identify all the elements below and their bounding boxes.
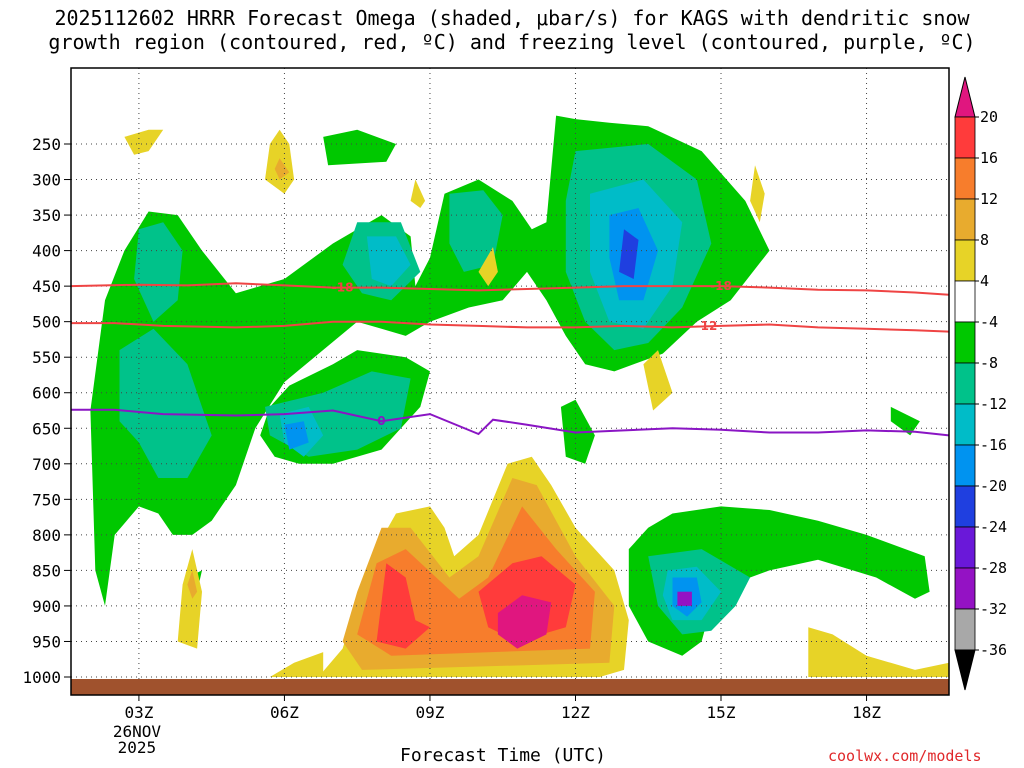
x-tick-label-12Z: 12Z [561, 703, 590, 722]
colorbar-top-triangle [954, 76, 976, 118]
omega-region-9 [449, 190, 503, 272]
colorbar-swatch-2 [954, 198, 976, 241]
colorbar-label-7: -12 [980, 395, 1007, 413]
y-tick-label-350: 350 [32, 206, 61, 225]
colorbar-label-11: -28 [980, 559, 1007, 577]
y-tick-label-450: 450 [32, 277, 61, 296]
x-tick-label-09Z: 09Z [416, 703, 445, 722]
title-line-2: growth region (contoured, red, ºC) and f… [48, 30, 976, 54]
x-tick-label-18Z: 18Z [852, 703, 881, 722]
colorbar: 20 16 12 8 4 -4 -8 -12 -16 -20 -24 -28 -32 -36 [954, 76, 1007, 691]
colorbar-label-3: 8 [980, 231, 989, 249]
colorbar-label-12: -32 [980, 600, 1007, 618]
contour-lines: -18 -18 -12 0 [71, 279, 949, 437]
omega-region-28 [410, 179, 426, 208]
omega-region-25 [177, 549, 202, 649]
contour-dgz-1 [71, 320, 949, 333]
y-tick-label-700: 700 [32, 455, 61, 474]
y-tick-label-250: 250 [32, 135, 61, 154]
omega-region-35 [187, 570, 198, 599]
omega-region-29 [478, 247, 498, 287]
y-tick-label-400: 400 [32, 242, 61, 261]
y-tick-label-550: 550 [32, 348, 61, 367]
omega-region-11 [119, 328, 212, 478]
omega-region-30 [643, 350, 673, 411]
chart-title: 2025112602 HRRR Forecast Omega (shaded, … [0, 6, 1024, 54]
contour-label-1-0: -12 [696, 319, 718, 333]
omega-region-37 [376, 563, 430, 649]
x-tick-label-06Z: 06Z [270, 703, 299, 722]
contour-freezing-2 [71, 408, 949, 437]
colorbar-label-9: -20 [980, 477, 1007, 495]
omega-region-14 [366, 236, 411, 287]
plot-frame [70, 67, 950, 696]
y-tick-label-600: 600 [32, 384, 61, 403]
colorbar-swatch-6 [954, 362, 976, 405]
omega-region-7 [134, 222, 183, 322]
omega-shading [90, 115, 949, 677]
colorbar-swatch-0 [954, 116, 976, 159]
colorbar-swatch-9 [954, 485, 976, 528]
y-tick-label-950: 950 [32, 632, 61, 651]
omega-region-22 [677, 591, 692, 606]
omega-region-31 [750, 165, 765, 223]
omega-region-39 [497, 595, 552, 649]
contour-label-2-0: 0 [377, 414, 385, 428]
colorbar-swatch-10 [954, 526, 976, 569]
colorbar-swatch-7 [954, 403, 976, 446]
omega-region-34 [274, 158, 290, 180]
omega-region-21 [619, 229, 639, 279]
colorbar-swatch-4 [954, 280, 976, 323]
credit-link[interactable]: coolwx.com/models [828, 747, 982, 765]
colorbar-bottom-triangle [954, 649, 976, 691]
contour-label-0-0: -18 [332, 281, 354, 295]
x-tick-label-15Z: 15Z [707, 703, 736, 722]
y-tick-label-300: 300 [32, 171, 61, 190]
y-tick-label-500: 500 [32, 313, 61, 332]
x-axis-label: Forecast Time (UTC) [400, 745, 606, 766]
y-tick-label-850: 850 [32, 561, 61, 580]
y-axis: 250 300 350 400 450 500 550 600 650 700 750 800 850 9… [22, 135, 71, 687]
colorbar-label-8: -16 [980, 436, 1007, 454]
colorbar-swatch-11 [954, 567, 976, 610]
colorbar-label-1: 16 [980, 149, 998, 167]
colorbar-swatch-5 [954, 321, 976, 364]
omega-region-19 [284, 421, 309, 450]
contour-dgz-0 [71, 282, 949, 296]
x-tick-sublabel-1: 2025 [118, 738, 157, 757]
y-tick-label-900: 900 [32, 597, 61, 616]
colorbar-swatch-3 [954, 239, 976, 282]
omega-region-32 [808, 627, 949, 677]
y-tick-label-1000: 1000 [22, 668, 61, 687]
omega-region-4 [323, 129, 396, 166]
omega-region-26 [124, 129, 164, 155]
grid-lines [71, 68, 949, 679]
colorbar-label-13: -36 [980, 641, 1007, 659]
y-tick-label-800: 800 [32, 526, 61, 545]
y-tick-label-750: 750 [32, 490, 61, 509]
title-line-1: 2025112602 HRRR Forecast Omega (shaded, … [54, 6, 970, 30]
colorbar-label-6: -8 [980, 354, 998, 372]
ground-surface [71, 679, 949, 695]
colorbar-label-2: 12 [980, 190, 998, 208]
colorbar-swatch-1 [954, 157, 976, 200]
x-tick-sublabel-0: 26NOV [113, 722, 162, 741]
colorbar-swatch-12 [954, 608, 976, 651]
colorbar-label-5: -4 [980, 313, 998, 331]
colorbar-label-4: 4 [980, 272, 989, 290]
colorbar-label-10: -24 [980, 518, 1007, 536]
omega-region-6 [890, 406, 920, 436]
contour-label-0-1: -18 [710, 279, 732, 293]
colorbar-label-0: 20 [980, 108, 998, 126]
x-tick-label-03Z: 03Z [124, 703, 153, 722]
omega-region-24 [269, 652, 324, 677]
colorbar-swatch-8 [954, 444, 976, 487]
y-tick-label-650: 650 [32, 419, 61, 438]
